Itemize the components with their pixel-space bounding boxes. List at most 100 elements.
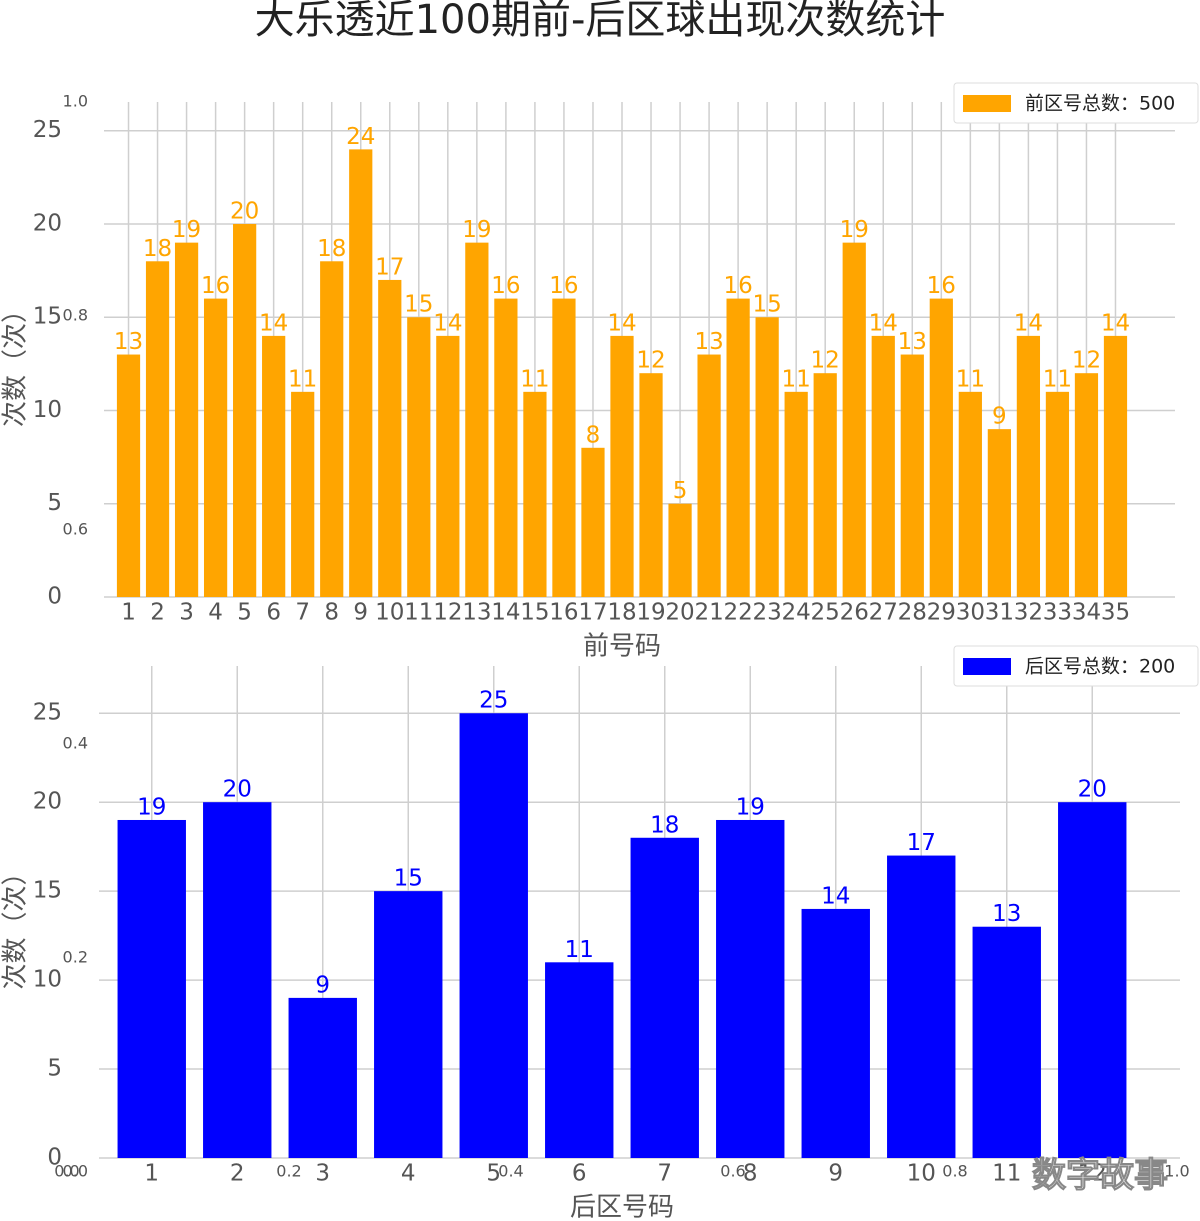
- bar: [378, 279, 402, 597]
- value-label: 14: [1101, 310, 1130, 336]
- bar: [233, 223, 257, 597]
- legend-swatch: [963, 95, 1011, 112]
- x-tick-label: 4: [401, 1161, 416, 1187]
- bar: [581, 447, 605, 597]
- value-label: 20: [223, 777, 252, 803]
- bar: [630, 837, 699, 1158]
- bar: [320, 261, 344, 597]
- bar: [545, 962, 614, 1158]
- bg-x-tick-label: 0.6: [720, 1162, 745, 1181]
- bar: [1058, 802, 1127, 1158]
- value-label: 8: [586, 422, 601, 448]
- chart-title: 大乐透近100期前-后区球出现次数统计: [255, 0, 946, 43]
- x-tick-label: 33: [1043, 600, 1072, 626]
- bar: [203, 298, 228, 597]
- bg-y-tick-label: 0.4: [63, 734, 88, 753]
- x-tick-label: 32: [1014, 600, 1043, 626]
- watermark: 数字故事: [1032, 1156, 1168, 1196]
- value-label: 5: [673, 478, 688, 504]
- value-label: 11: [520, 366, 549, 392]
- x-tick-label: 6: [572, 1161, 587, 1187]
- bg-x-tick-label: 0.4: [498, 1162, 523, 1181]
- bar: [755, 317, 779, 597]
- value-label: 14: [607, 310, 636, 336]
- bar: [813, 373, 837, 597]
- x-tick-label: 3: [315, 1161, 330, 1187]
- x-tick-label: 25: [811, 600, 840, 626]
- value-label: 15: [404, 292, 433, 318]
- legend-box: [953, 82, 1199, 124]
- x-tick-label: 4: [208, 600, 223, 626]
- x-tick-label: 14: [491, 600, 520, 626]
- bar: [349, 149, 373, 597]
- x-tick-label: 2: [230, 1161, 245, 1187]
- value-label: 15: [394, 866, 423, 892]
- value-label: 19: [736, 794, 765, 820]
- x-tick-label: 1: [121, 600, 136, 626]
- bg-x-tick-label: 1.0: [1164, 1162, 1189, 1181]
- value-label: 9: [315, 972, 330, 998]
- x-tick-label: 13: [462, 600, 491, 626]
- bar: [407, 317, 431, 597]
- bar: [174, 242, 199, 597]
- x-tick-label: 7: [657, 1161, 672, 1187]
- bar: [610, 335, 634, 597]
- x-tick-label: 19: [636, 600, 665, 626]
- y-tick-label: 20: [33, 789, 62, 815]
- bar: [116, 354, 141, 597]
- value-label: 16: [549, 273, 578, 299]
- value-label: 16: [927, 273, 956, 299]
- bar: [784, 391, 808, 597]
- x-tick-label: 10: [375, 600, 404, 626]
- value-label: 20: [230, 198, 259, 224]
- x-tick-label: 8: [743, 1161, 758, 1187]
- bar: [1103, 335, 1128, 597]
- y-tick-label: 25: [33, 700, 62, 726]
- value-label: 12: [1072, 348, 1101, 374]
- value-label: 18: [317, 236, 346, 262]
- value-label: 16: [201, 273, 230, 299]
- value-label: 11: [1043, 366, 1072, 392]
- bar: [972, 926, 1041, 1158]
- bar: [958, 391, 982, 597]
- y-axis-label: 次数（次）: [1, 297, 31, 427]
- x-tick-label: 9: [828, 1161, 843, 1187]
- y-tick-label: 20: [33, 210, 62, 236]
- bar: [459, 713, 528, 1158]
- x-axis-label: 前号码: [583, 632, 661, 662]
- x-axis-label: 后区号码: [570, 1193, 674, 1221]
- bar: [494, 298, 518, 597]
- x-tick-label: 16: [549, 600, 578, 626]
- bar: [1045, 391, 1070, 597]
- bar: [436, 335, 460, 597]
- y-tick-label: 25: [33, 117, 62, 143]
- y-tick-label: 5: [47, 490, 62, 516]
- value-label: 11: [782, 366, 811, 392]
- bar: [288, 997, 357, 1158]
- x-tick-label: 10: [907, 1161, 936, 1187]
- bar: [145, 261, 170, 597]
- x-tick-label: 34: [1072, 600, 1101, 626]
- bg-y-tick-label: 0.2: [63, 948, 88, 967]
- x-tick-label: 22: [723, 600, 752, 626]
- value-label: 9: [992, 404, 1007, 430]
- y-tick-label: 0: [47, 584, 62, 610]
- value-label: 14: [869, 310, 898, 336]
- bg-y-tick-label: 0.6: [63, 520, 88, 539]
- value-label: 19: [462, 217, 491, 243]
- legend-swatch: [963, 658, 1011, 675]
- bg-y-tick-label: 0.8: [63, 306, 88, 325]
- value-label: 17: [375, 254, 404, 280]
- legend-label: 前区号总数：500: [1025, 93, 1175, 115]
- bar: [887, 855, 956, 1158]
- value-label: 19: [840, 217, 869, 243]
- bar: [639, 373, 663, 597]
- x-tick-label: 23: [753, 600, 782, 626]
- bar: [871, 335, 895, 597]
- value-label: 13: [114, 329, 143, 355]
- value-label: 17: [907, 830, 936, 856]
- x-tick-label: 2: [150, 600, 165, 626]
- bar: [716, 819, 785, 1158]
- bar: [726, 298, 750, 597]
- value-label: 13: [694, 329, 723, 355]
